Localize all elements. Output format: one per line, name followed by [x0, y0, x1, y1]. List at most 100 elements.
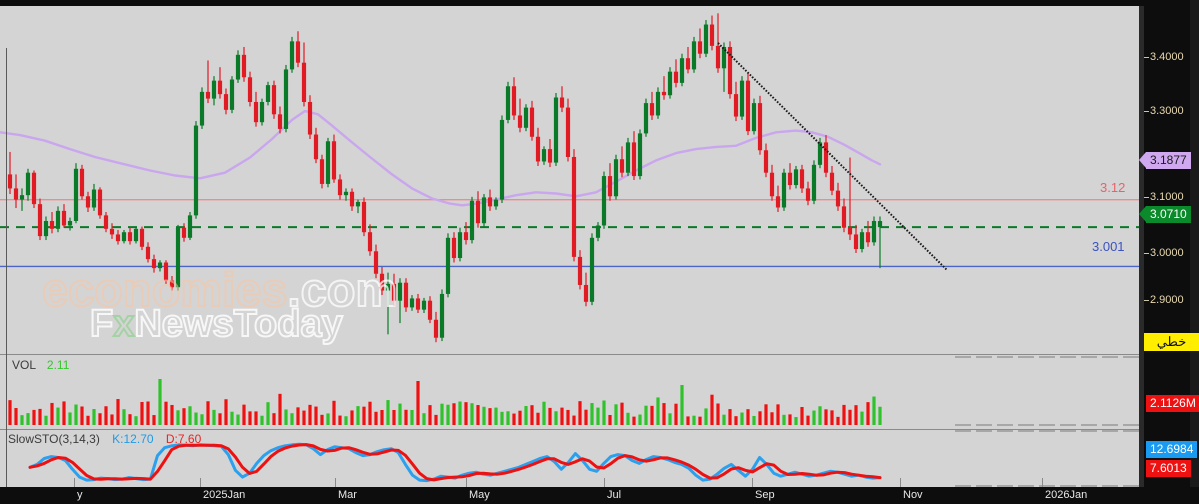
candlestick[interactable]: [799, 164, 805, 193]
candlestick[interactable]: [169, 275, 175, 291]
candlestick[interactable]: [547, 139, 553, 168]
candlestick[interactable]: [565, 98, 571, 162]
candlestick[interactable]: [121, 229, 127, 244]
candlestick[interactable]: [103, 211, 109, 233]
candlestick[interactable]: [295, 31, 301, 68]
candlestick[interactable]: [541, 146, 547, 165]
descending-trendline[interactable]: [717, 42, 948, 271]
candlestick[interactable]: [163, 260, 169, 284]
candlestick[interactable]: [49, 211, 55, 234]
candlestick[interactable]: [829, 165, 835, 196]
candlestick[interactable]: [223, 88, 229, 115]
candlestick[interactable]: [421, 297, 427, 314]
price-chart-panel[interactable]: [0, 6, 1139, 354]
candlestick[interactable]: [235, 50, 241, 83]
candlestick[interactable]: [505, 81, 511, 124]
candlestick[interactable]: [301, 42, 307, 107]
candlestick[interactable]: [247, 71, 253, 107]
candlestick[interactable]: [97, 187, 103, 219]
candlestick[interactable]: [781, 168, 787, 211]
candlestick[interactable]: [181, 223, 187, 242]
candlestick[interactable]: [31, 170, 37, 209]
candlestick[interactable]: [661, 76, 667, 100]
candlestick[interactable]: [145, 242, 151, 263]
candlestick[interactable]: [451, 232, 457, 263]
candlestick[interactable]: [535, 127, 541, 166]
candlestick[interactable]: [637, 129, 643, 180]
volume-panel[interactable]: VOL 2.11: [0, 355, 1139, 429]
candlestick[interactable]: [229, 76, 235, 114]
candlestick[interactable]: [385, 272, 391, 335]
candlestick[interactable]: [553, 93, 559, 166]
candlestick[interactable]: [727, 41, 733, 99]
candlestick[interactable]: [409, 295, 415, 311]
candlestick[interactable]: [751, 98, 757, 135]
candlestick[interactable]: [859, 228, 865, 253]
candlestick[interactable]: [871, 216, 877, 246]
candlestick[interactable]: [733, 81, 739, 122]
candlestick[interactable]: [583, 272, 589, 307]
candlestick[interactable]: [133, 226, 139, 244]
candlestick[interactable]: [709, 15, 715, 51]
candlestick[interactable]: [457, 227, 463, 262]
candlestick[interactable]: [817, 137, 823, 169]
stoch-k-flag[interactable]: 12.6984: [1146, 441, 1198, 458]
candlestick[interactable]: [277, 106, 283, 134]
candlestick[interactable]: [427, 296, 433, 324]
candlestick[interactable]: [73, 163, 79, 224]
candlestick[interactable]: [649, 91, 655, 120]
candlestick[interactable]: [283, 64, 289, 133]
candlestick[interactable]: [763, 143, 769, 178]
candlestick[interactable]: [373, 244, 379, 279]
candlestick[interactable]: [841, 198, 847, 233]
candlestick[interactable]: [631, 131, 637, 180]
last-price-flag[interactable]: 3.0710: [1146, 206, 1191, 223]
candlestick[interactable]: [865, 220, 871, 247]
candlestick[interactable]: [463, 222, 469, 245]
candlestick[interactable]: [595, 222, 601, 242]
candlestick[interactable]: [607, 163, 613, 201]
candlestick[interactable]: [673, 59, 679, 88]
candlestick[interactable]: [7, 151, 13, 195]
candlestick[interactable]: [253, 91, 259, 127]
candlestick[interactable]: [787, 163, 793, 190]
scale-mode-flag[interactable]: خطي: [1144, 333, 1199, 351]
candlestick[interactable]: [415, 293, 421, 314]
candlestick[interactable]: [397, 278, 403, 324]
candlestick[interactable]: [85, 191, 91, 212]
candlestick[interactable]: [205, 60, 211, 104]
candlestick[interactable]: [685, 46, 691, 74]
candlestick[interactable]: [523, 104, 529, 132]
candlestick[interactable]: [187, 211, 193, 241]
candlestick[interactable]: [481, 194, 487, 227]
stoch-d-flag[interactable]: 7.6013: [1146, 460, 1191, 477]
candlestick[interactable]: [847, 157, 853, 241]
candlestick[interactable]: [157, 260, 163, 272]
candlestick[interactable]: [127, 227, 133, 245]
candlestick[interactable]: [559, 86, 565, 113]
candlestick[interactable]: [619, 146, 625, 178]
candlestick[interactable]: [319, 154, 325, 189]
candlestick[interactable]: [643, 98, 649, 137]
candlestick[interactable]: [379, 267, 385, 296]
candlestick[interactable]: [439, 289, 445, 342]
candlestick[interactable]: [625, 137, 631, 177]
candlestick[interactable]: [259, 98, 265, 126]
candlestick[interactable]: [877, 216, 883, 269]
candlestick[interactable]: [577, 250, 583, 290]
candlestick[interactable]: [793, 165, 799, 189]
candlestick[interactable]: [355, 199, 361, 214]
candlestick[interactable]: [445, 233, 451, 298]
candlestick[interactable]: [307, 95, 313, 140]
candlestick[interactable]: [499, 115, 505, 204]
candlestick[interactable]: [805, 181, 811, 206]
candlestick[interactable]: [469, 196, 475, 244]
candlestick[interactable]: [403, 278, 409, 312]
candlestick[interactable]: [703, 20, 709, 58]
candlestick[interactable]: [175, 224, 181, 291]
candlestick[interactable]: [325, 137, 331, 188]
candlestick[interactable]: [43, 216, 49, 241]
candlestick[interactable]: [853, 224, 859, 253]
stochastic-panel[interactable]: SlowSTO(3,14,3) K:12.70 D:7.60: [0, 430, 1139, 487]
